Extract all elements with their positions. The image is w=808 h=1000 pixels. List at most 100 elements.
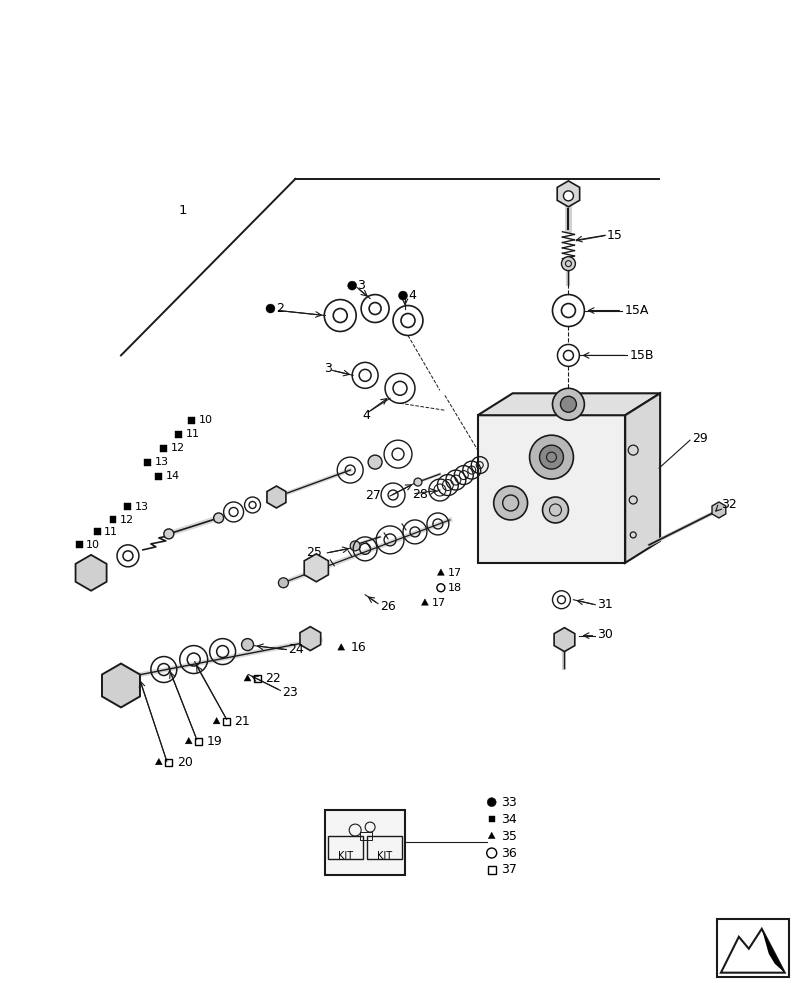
Bar xyxy=(188,417,196,424)
Polygon shape xyxy=(554,628,574,652)
Polygon shape xyxy=(478,393,660,415)
Circle shape xyxy=(553,388,584,420)
Polygon shape xyxy=(338,644,345,650)
Circle shape xyxy=(414,478,422,486)
Polygon shape xyxy=(155,758,162,765)
Bar xyxy=(160,445,167,452)
Circle shape xyxy=(213,513,224,523)
Bar xyxy=(124,503,132,510)
Bar xyxy=(326,810,405,875)
Text: 18: 18 xyxy=(448,583,462,593)
Text: 26: 26 xyxy=(380,600,396,613)
Text: 23: 23 xyxy=(283,686,298,699)
Text: 27: 27 xyxy=(365,489,381,502)
Bar xyxy=(94,528,100,535)
Bar xyxy=(145,459,151,466)
Bar xyxy=(717,919,789,977)
Text: 2: 2 xyxy=(276,302,284,315)
Circle shape xyxy=(347,281,356,290)
Text: 10: 10 xyxy=(86,540,100,550)
Text: 3: 3 xyxy=(357,279,365,292)
Bar xyxy=(489,816,494,822)
Polygon shape xyxy=(102,664,140,707)
Text: 31: 31 xyxy=(597,598,613,611)
Polygon shape xyxy=(185,737,192,744)
Polygon shape xyxy=(437,569,444,575)
Text: 22: 22 xyxy=(266,672,281,685)
Text: 10: 10 xyxy=(199,415,213,425)
Circle shape xyxy=(266,304,275,313)
Circle shape xyxy=(563,191,574,201)
Text: 21: 21 xyxy=(234,715,250,728)
Bar xyxy=(328,836,363,859)
Circle shape xyxy=(529,435,574,479)
Text: 11: 11 xyxy=(104,527,118,537)
Polygon shape xyxy=(625,393,660,563)
Circle shape xyxy=(398,291,407,300)
Text: 28: 28 xyxy=(412,488,428,501)
Text: 37: 37 xyxy=(501,863,516,876)
Bar xyxy=(76,541,82,548)
Text: 30: 30 xyxy=(597,628,613,641)
Text: 20: 20 xyxy=(177,756,192,769)
Polygon shape xyxy=(558,181,579,207)
Text: 17: 17 xyxy=(448,568,462,578)
Polygon shape xyxy=(422,599,428,605)
Text: 33: 33 xyxy=(501,796,516,809)
Text: 32: 32 xyxy=(721,498,737,511)
Polygon shape xyxy=(267,486,286,508)
Text: 25: 25 xyxy=(306,546,322,559)
Bar xyxy=(166,759,172,766)
Text: 11: 11 xyxy=(186,429,200,439)
Text: 15B: 15B xyxy=(629,349,654,362)
Text: 14: 14 xyxy=(166,471,180,481)
Text: 36: 36 xyxy=(501,847,516,860)
Text: 19: 19 xyxy=(207,735,222,748)
Text: 13: 13 xyxy=(155,457,169,467)
Bar xyxy=(254,675,261,682)
Bar xyxy=(155,473,162,480)
Text: KIT: KIT xyxy=(377,851,392,861)
Circle shape xyxy=(494,486,528,520)
Text: 4: 4 xyxy=(362,409,370,422)
Text: 13: 13 xyxy=(135,502,149,512)
Text: 29: 29 xyxy=(692,432,708,445)
Circle shape xyxy=(350,541,360,551)
Text: 34: 34 xyxy=(501,813,516,826)
Bar xyxy=(223,718,230,725)
Circle shape xyxy=(368,455,382,469)
Circle shape xyxy=(279,578,288,588)
Text: 12: 12 xyxy=(120,515,134,525)
Bar xyxy=(196,738,202,745)
Bar xyxy=(367,836,402,859)
Bar xyxy=(478,415,625,563)
Text: 1: 1 xyxy=(179,204,187,217)
Polygon shape xyxy=(488,832,495,839)
Circle shape xyxy=(542,497,569,523)
Text: 16: 16 xyxy=(350,641,366,654)
Text: 15: 15 xyxy=(606,229,622,242)
Polygon shape xyxy=(213,717,220,724)
Polygon shape xyxy=(305,554,328,582)
Circle shape xyxy=(242,639,254,651)
Text: 4: 4 xyxy=(408,289,416,302)
Circle shape xyxy=(164,529,174,539)
Bar xyxy=(110,516,116,523)
Text: KIT: KIT xyxy=(338,851,353,861)
Polygon shape xyxy=(300,627,321,651)
Text: 35: 35 xyxy=(501,830,516,843)
Text: 3: 3 xyxy=(324,362,332,375)
Circle shape xyxy=(562,257,575,271)
Text: 15A: 15A xyxy=(625,304,649,317)
Circle shape xyxy=(540,445,563,469)
Bar xyxy=(175,431,183,438)
Polygon shape xyxy=(762,929,785,973)
Text: 24: 24 xyxy=(288,643,304,656)
Bar xyxy=(488,866,495,874)
Circle shape xyxy=(561,396,576,412)
Text: 17: 17 xyxy=(432,598,446,608)
Text: 12: 12 xyxy=(170,443,185,453)
Bar xyxy=(360,832,372,840)
Polygon shape xyxy=(244,675,251,681)
Polygon shape xyxy=(712,502,726,518)
